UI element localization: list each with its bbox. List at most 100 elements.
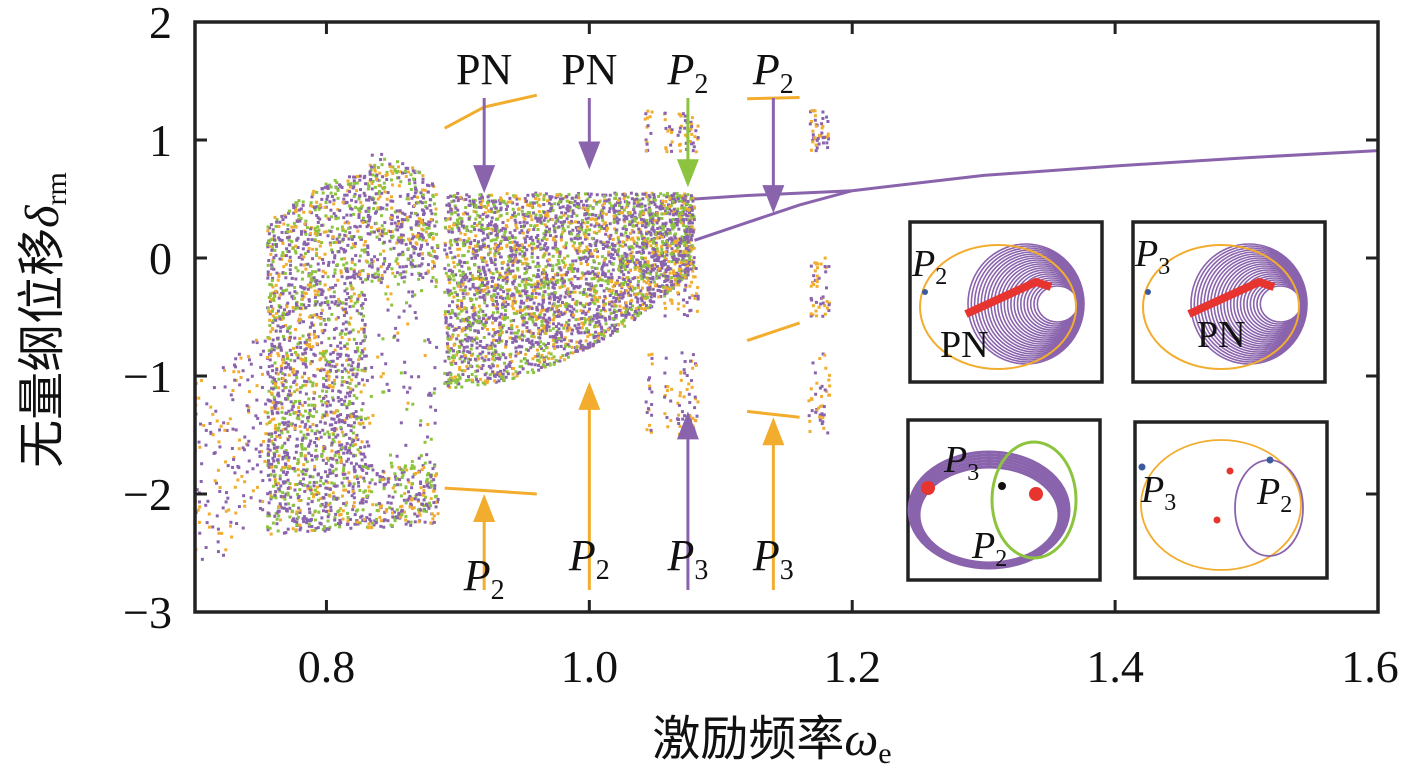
data-point xyxy=(471,275,475,279)
data-point xyxy=(342,451,346,455)
data-point xyxy=(366,467,370,471)
data-point xyxy=(607,198,611,202)
data-point xyxy=(363,455,367,459)
data-point xyxy=(460,369,464,373)
data-point xyxy=(344,433,348,437)
data-point xyxy=(586,207,590,211)
data-point xyxy=(284,254,288,258)
data-point xyxy=(651,255,655,259)
data-point xyxy=(407,520,411,524)
data-point xyxy=(296,236,300,240)
data-point xyxy=(339,458,343,462)
data-point xyxy=(531,201,535,205)
data-point xyxy=(266,514,270,518)
data-point xyxy=(354,384,358,388)
data-point xyxy=(651,251,655,255)
data-point xyxy=(586,263,590,267)
data-point xyxy=(586,309,590,313)
data-point xyxy=(664,209,668,213)
data-point xyxy=(534,291,538,295)
data-point xyxy=(611,285,615,289)
data-point xyxy=(297,473,301,477)
data-point xyxy=(287,312,291,316)
data-point xyxy=(508,231,512,235)
data-point xyxy=(427,233,431,237)
data-point xyxy=(414,235,418,239)
data-point xyxy=(415,195,419,199)
data-point xyxy=(300,469,304,473)
data-point xyxy=(403,275,407,279)
data-point xyxy=(351,402,355,406)
data-point xyxy=(329,215,333,219)
data-point xyxy=(620,205,624,209)
data-point xyxy=(268,318,272,322)
data-point xyxy=(268,300,272,304)
data-point xyxy=(355,174,359,178)
data-point xyxy=(296,219,300,223)
data-point xyxy=(389,165,393,169)
data-point xyxy=(295,370,299,374)
data-point xyxy=(282,427,286,431)
data-point xyxy=(598,213,602,217)
data-point xyxy=(339,520,343,524)
data-point xyxy=(311,384,315,388)
data-point xyxy=(396,483,400,487)
data-point xyxy=(465,310,469,314)
data-point xyxy=(544,242,548,246)
data-point xyxy=(380,230,384,234)
data-point xyxy=(516,243,520,247)
data-point xyxy=(524,347,528,351)
data-point xyxy=(504,300,508,304)
data-point xyxy=(639,210,643,214)
data-point xyxy=(271,237,275,241)
data-point xyxy=(640,299,644,303)
data-point xyxy=(384,509,388,513)
data-point xyxy=(599,325,603,329)
data-point xyxy=(276,352,280,356)
data-point xyxy=(495,224,499,228)
data-point xyxy=(616,201,620,205)
data-point xyxy=(270,267,274,271)
data-point xyxy=(464,197,468,201)
data-point xyxy=(666,285,670,289)
data-point xyxy=(280,254,284,258)
data-point xyxy=(411,259,415,263)
data-point xyxy=(365,471,369,475)
data-point xyxy=(644,225,648,229)
data-point xyxy=(404,242,408,246)
data-point xyxy=(604,322,608,326)
data-point xyxy=(366,253,370,257)
data-point xyxy=(350,260,354,264)
data-point xyxy=(476,383,480,387)
data-point xyxy=(303,454,307,458)
data-point xyxy=(425,453,429,457)
data-point xyxy=(636,259,640,263)
data-point xyxy=(482,277,486,281)
data-point xyxy=(328,494,332,498)
data-point xyxy=(501,306,505,310)
data-point xyxy=(325,374,329,378)
data-point xyxy=(355,225,359,229)
data-point xyxy=(327,360,331,364)
data-point xyxy=(324,296,328,300)
data-point xyxy=(562,312,566,316)
data-point xyxy=(369,225,373,229)
data-point xyxy=(597,262,601,266)
data-point xyxy=(344,503,348,507)
data-point xyxy=(493,374,497,378)
data-point xyxy=(393,483,397,487)
data-point xyxy=(637,291,641,295)
data-point xyxy=(411,294,415,298)
data-point xyxy=(572,286,576,290)
data-point xyxy=(359,418,363,422)
data-point xyxy=(368,172,372,176)
data-point xyxy=(512,296,516,300)
data-point xyxy=(460,343,464,347)
data-point xyxy=(410,196,414,200)
data-point xyxy=(376,206,380,210)
data-point xyxy=(495,217,499,221)
data-point xyxy=(347,296,351,300)
data-point xyxy=(642,263,646,267)
data-point xyxy=(307,411,311,415)
data-point xyxy=(268,490,272,494)
